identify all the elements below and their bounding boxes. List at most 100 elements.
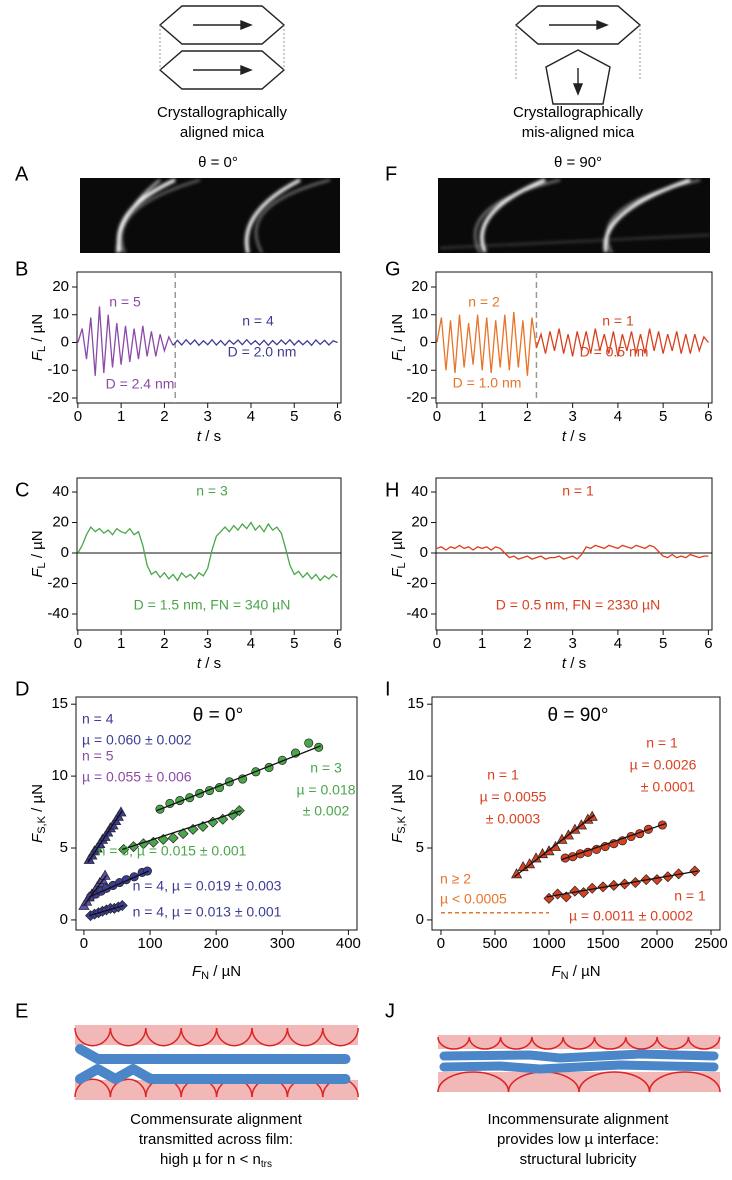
axis-unit: / s [566, 428, 586, 445]
lattice-arc [625, 1036, 658, 1050]
annotation: n = 1 [562, 483, 594, 499]
x-tick-label: 2 [523, 408, 531, 425]
fit-line [83, 874, 107, 906]
x-axis-label: t / s [562, 655, 586, 672]
lattice-arc [593, 1036, 627, 1050]
marker-diamond [177, 828, 189, 840]
x-axis-label: t / s [197, 428, 221, 445]
y-tick-label: 0 [61, 333, 69, 350]
y-tick-label: -10 [406, 361, 428, 378]
y-axis-label: FL / µN [389, 530, 408, 577]
schematic-e [74, 1025, 359, 1100]
axis-unit: / µN [389, 530, 406, 562]
y-tick-label: 40 [52, 483, 69, 500]
fit-line [88, 870, 149, 898]
x-tick-label: 4 [614, 408, 622, 425]
annotation: n = 5 [109, 294, 141, 310]
annotation: D = 1.5 nm, FN = 340 µN [134, 597, 291, 613]
axis-subscript: N [561, 970, 569, 982]
y-tick-label: 10 [407, 767, 424, 784]
x-tick-label: 3 [568, 635, 576, 652]
marker-diamond [569, 885, 581, 897]
lattice-arc [215, 1027, 253, 1047]
axis-subscript: L [36, 346, 48, 352]
chart-title: θ = 0° [193, 705, 243, 726]
axis-unit: / µN [29, 314, 46, 346]
schematic-caption: mis-aligned mica [522, 124, 635, 141]
molecule-layer [439, 1060, 719, 1074]
schematic-caption: aligned mica [180, 124, 265, 141]
y-axis-label: FS,K / µN [389, 784, 408, 843]
plot-frame [435, 477, 713, 631]
y-tick-label: 20 [411, 513, 428, 530]
data-line [77, 521, 338, 582]
molecule-layer [439, 1049, 719, 1063]
image-panel-a [80, 178, 340, 254]
schematic-caption: Crystallographically [513, 104, 644, 121]
marker-circle [304, 738, 314, 748]
annotation: ± 0.0001 [641, 779, 696, 795]
annotation: ± 0.0003 [486, 811, 541, 827]
y-tick-label: 0 [61, 544, 69, 561]
lattice-arc [499, 1036, 533, 1050]
annotation: n = 2 [468, 294, 500, 310]
fit-line [89, 904, 124, 917]
marker-diamond [543, 892, 555, 904]
annotation: n = 5 [82, 748, 114, 764]
y-tick-label: 10 [51, 767, 68, 784]
annotation: µ < 0.0005 [440, 891, 507, 907]
x-tick-label: 0 [433, 635, 441, 652]
column-title: θ = 0° [198, 154, 238, 171]
annotation: ± 0.002 [303, 803, 350, 819]
x-tick-label: 400 [336, 935, 361, 952]
molecule-layer [75, 1064, 351, 1084]
y-tick-label: 15 [51, 695, 68, 712]
axis-unit: / µN [29, 784, 46, 816]
x-axis-label: FN / µN [551, 963, 600, 982]
fit-line [122, 810, 242, 851]
lattice-arc [109, 1027, 147, 1047]
x-tick-label: 1 [117, 635, 125, 652]
lattice-arc [468, 1036, 502, 1050]
annotation: µ = 0.055 ± 0.006 [82, 769, 192, 785]
x-axis-label: FN / µN [192, 963, 241, 982]
schematic-misaligned [514, 5, 642, 105]
axis-symbol: t [562, 428, 567, 445]
annotation: D = 1.0 nm [453, 375, 522, 391]
marker-diamond [586, 882, 598, 894]
y-axis-label: FL / µN [29, 314, 48, 361]
y-axis-label: FS,K / µN [29, 784, 48, 843]
x-tick-label: 1 [478, 635, 486, 652]
axis-symbol: F [29, 568, 46, 578]
axis-subscript: L [36, 562, 48, 568]
y-tick-label: -40 [47, 605, 69, 622]
annotation: µ = 0.060 ± 0.002 [82, 732, 192, 748]
panel-letter: G [385, 258, 401, 280]
axis-symbol: F [29, 351, 46, 361]
x-tick-label: 2000 [640, 935, 673, 952]
molecule-layer [75, 1044, 351, 1064]
axis-unit: / µN [209, 963, 241, 980]
schematic-caption: Crystallographically [157, 104, 288, 121]
y-tick-label: 0 [420, 333, 428, 350]
x-tick-label: 0 [433, 408, 441, 425]
x-tick-label: 0 [74, 408, 82, 425]
x-tick-label: 5 [659, 408, 667, 425]
annotation: µ = 0.0011 ± 0.0002 [569, 908, 693, 924]
lattice-arc [437, 1036, 471, 1050]
x-tick-label: 200 [204, 935, 229, 952]
lattice-arc [437, 1071, 510, 1093]
y-axis-label: FL / µN [29, 530, 48, 577]
x-tick-label: 2500 [694, 935, 727, 952]
panel-letter: H [385, 479, 399, 501]
image-panel-f [438, 178, 711, 254]
marker-diamond [167, 832, 179, 844]
x-tick-label: 0 [74, 635, 82, 652]
axis-symbol: F [389, 351, 406, 361]
panel-letter: C [15, 479, 29, 501]
annotation: n = 1 [602, 313, 634, 329]
x-axis-label: t / s [197, 655, 221, 672]
x-tick-label: 5 [290, 635, 298, 652]
y-tick-label: -40 [406, 605, 428, 622]
